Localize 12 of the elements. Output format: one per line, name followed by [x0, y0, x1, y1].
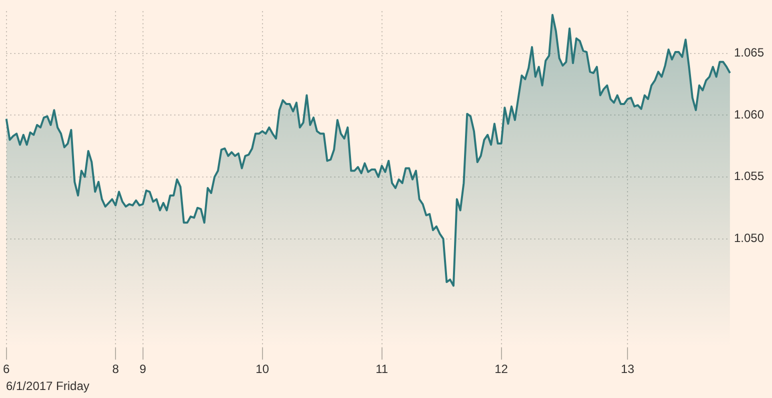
y-tick-label: 1.065: [734, 46, 764, 60]
text: 6/1/2017 Friday: [6, 379, 90, 393]
y-tick-label: 1.060: [734, 107, 764, 122]
x-tick-label: 12: [494, 362, 508, 376]
x-tick-label: 11: [376, 362, 388, 376]
y-tick-label: 1.050: [734, 231, 764, 246]
x-tick-label: 9: [140, 362, 147, 376]
x-tick-label: 6: [2, 362, 10, 376]
x-tick-label: 8: [112, 362, 120, 376]
x-tick-label: 10: [256, 362, 270, 376]
y-tick-label: 1.055: [734, 169, 764, 184]
x-tick-label: 13: [620, 362, 635, 376]
